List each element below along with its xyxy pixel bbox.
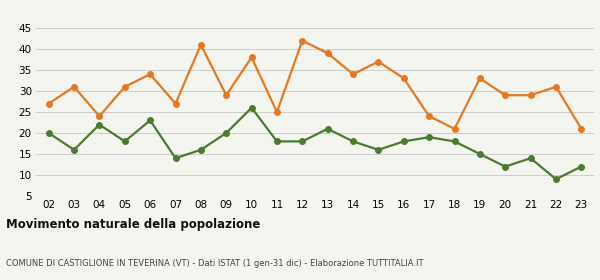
Text: Movimento naturale della popolazione: Movimento naturale della popolazione	[6, 218, 260, 231]
Nascite	[375, 148, 382, 151]
Decessi	[299, 39, 306, 42]
Decessi	[324, 52, 331, 55]
Nascite	[121, 140, 128, 143]
Nascite	[70, 148, 77, 151]
Decessi	[400, 77, 407, 80]
Legend: Nascite, Decessi: Nascite, Decessi	[245, 0, 385, 4]
Nascite	[578, 165, 585, 168]
Decessi	[375, 60, 382, 63]
Decessi	[502, 94, 509, 97]
Decessi	[146, 73, 154, 76]
Decessi	[223, 94, 230, 97]
Nascite	[45, 131, 52, 135]
Line: Decessi: Decessi	[46, 38, 584, 132]
Decessi	[96, 115, 103, 118]
Nascite	[248, 106, 255, 109]
Decessi	[553, 85, 560, 88]
Decessi	[274, 110, 281, 114]
Decessi	[527, 94, 534, 97]
Nascite	[451, 140, 458, 143]
Nascite	[96, 123, 103, 126]
Nascite	[425, 136, 433, 139]
Nascite	[553, 178, 560, 181]
Decessi	[45, 102, 52, 105]
Nascite	[324, 127, 331, 130]
Nascite	[172, 157, 179, 160]
Nascite	[527, 157, 534, 160]
Nascite	[476, 152, 484, 156]
Text: COMUNE DI CASTIGLIONE IN TEVERINA (VT) - Dati ISTAT (1 gen-31 dic) - Elaborazion: COMUNE DI CASTIGLIONE IN TEVERINA (VT) -…	[6, 259, 424, 268]
Nascite	[299, 140, 306, 143]
Decessi	[578, 127, 585, 130]
Decessi	[172, 102, 179, 105]
Nascite	[349, 140, 356, 143]
Nascite	[502, 165, 509, 168]
Decessi	[425, 115, 433, 118]
Decessi	[451, 127, 458, 130]
Nascite	[274, 140, 281, 143]
Line: Nascite: Nascite	[46, 105, 584, 182]
Decessi	[349, 73, 356, 76]
Decessi	[248, 56, 255, 59]
Decessi	[197, 43, 205, 46]
Nascite	[400, 140, 407, 143]
Nascite	[197, 148, 205, 151]
Decessi	[121, 85, 128, 88]
Decessi	[70, 85, 77, 88]
Nascite	[223, 131, 230, 135]
Decessi	[476, 77, 484, 80]
Nascite	[146, 119, 154, 122]
